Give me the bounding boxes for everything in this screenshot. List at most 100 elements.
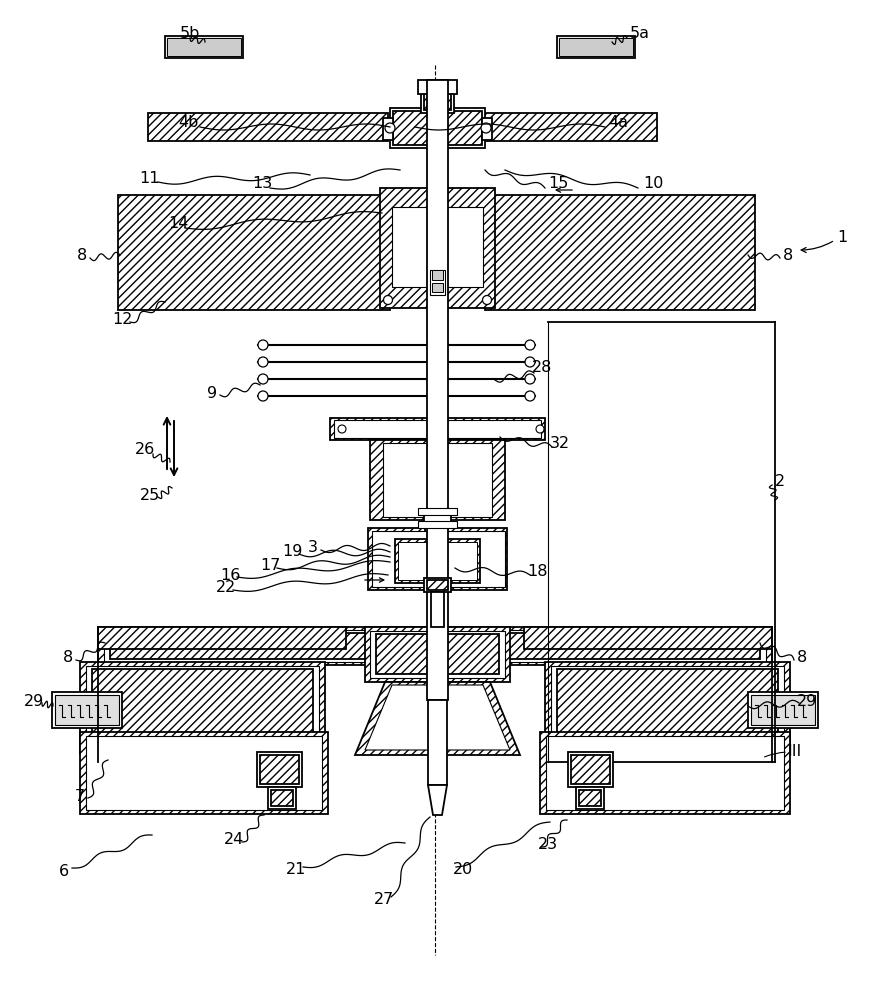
Bar <box>747 692 817 728</box>
Text: 10: 10 <box>642 176 662 191</box>
Text: 5b: 5b <box>180 26 200 41</box>
Bar <box>556 669 777 747</box>
Bar <box>368 528 449 590</box>
Bar <box>428 700 447 785</box>
Bar <box>430 592 443 627</box>
Bar <box>382 443 492 517</box>
Bar <box>148 113 388 141</box>
Bar <box>80 732 328 814</box>
Text: 8: 8 <box>782 247 793 262</box>
Bar <box>329 418 544 440</box>
Bar <box>260 755 299 784</box>
Text: 9: 9 <box>207 385 216 400</box>
Text: 7: 7 <box>75 789 85 804</box>
Text: 8: 8 <box>63 650 73 666</box>
Bar <box>389 108 484 148</box>
Bar <box>380 188 494 308</box>
Bar <box>429 270 444 295</box>
Bar <box>268 787 295 809</box>
Text: 5a: 5a <box>629 26 649 41</box>
Bar <box>365 627 509 682</box>
Text: 2: 2 <box>774 475 784 489</box>
Circle shape <box>482 296 491 304</box>
Circle shape <box>481 123 490 133</box>
Text: III: III <box>787 744 801 760</box>
Text: 4b: 4b <box>177 115 198 130</box>
Text: 24: 24 <box>223 832 244 847</box>
Bar <box>395 539 480 583</box>
Bar <box>579 790 600 806</box>
Bar <box>417 80 456 94</box>
Text: 29: 29 <box>796 694 816 710</box>
Circle shape <box>524 374 534 384</box>
Bar <box>369 440 504 520</box>
Polygon shape <box>365 685 509 750</box>
Bar <box>55 695 119 725</box>
Bar <box>375 634 499 674</box>
Text: 25: 25 <box>140 488 160 502</box>
Text: 12: 12 <box>112 312 132 328</box>
Text: 32: 32 <box>549 436 569 450</box>
Text: 26: 26 <box>135 442 155 458</box>
Polygon shape <box>118 195 389 310</box>
Bar <box>550 666 783 750</box>
Text: 3: 3 <box>308 540 318 556</box>
Bar <box>80 662 325 754</box>
Bar <box>98 627 346 649</box>
Text: 4a: 4a <box>607 115 627 130</box>
Bar <box>427 80 448 700</box>
Bar <box>416 113 656 141</box>
Text: 1: 1 <box>836 230 846 244</box>
Bar <box>52 692 122 728</box>
Bar <box>86 736 322 810</box>
Bar <box>544 662 789 754</box>
Bar <box>575 787 603 809</box>
Bar <box>567 752 613 787</box>
Circle shape <box>535 425 543 433</box>
Bar <box>270 790 293 806</box>
Text: 28: 28 <box>531 360 552 375</box>
Circle shape <box>258 357 268 367</box>
Bar <box>98 627 771 665</box>
Circle shape <box>524 357 534 367</box>
Text: 13: 13 <box>252 176 272 191</box>
Bar <box>421 89 454 113</box>
Text: 15: 15 <box>547 176 567 191</box>
Bar <box>392 207 482 287</box>
Bar <box>104 630 765 662</box>
Text: 29: 29 <box>23 694 44 710</box>
Bar <box>397 542 476 580</box>
Text: 8: 8 <box>76 247 87 262</box>
Polygon shape <box>355 682 520 755</box>
Bar <box>382 118 393 140</box>
Bar <box>427 531 504 587</box>
Bar <box>556 36 634 58</box>
Text: 18: 18 <box>527 564 547 580</box>
Circle shape <box>524 340 534 350</box>
Bar <box>417 521 456 528</box>
Bar <box>559 38 633 56</box>
Text: 22: 22 <box>216 580 235 595</box>
Text: 11: 11 <box>140 171 160 186</box>
Bar <box>334 420 541 438</box>
Text: 27: 27 <box>374 892 394 907</box>
Bar <box>750 695 814 725</box>
Bar <box>86 666 319 750</box>
Text: 14: 14 <box>168 216 188 231</box>
Bar <box>432 270 442 280</box>
Bar <box>481 118 492 140</box>
Polygon shape <box>428 785 447 815</box>
Text: 16: 16 <box>220 568 240 584</box>
Circle shape <box>258 391 268 401</box>
Bar <box>546 736 783 810</box>
Bar <box>417 508 456 515</box>
Bar <box>423 578 450 592</box>
Circle shape <box>338 425 346 433</box>
Text: 6: 6 <box>59 864 69 879</box>
Bar <box>540 732 789 814</box>
Circle shape <box>385 123 395 133</box>
Bar <box>256 752 302 787</box>
Text: 20: 20 <box>453 862 473 877</box>
Bar <box>369 631 504 678</box>
Bar <box>427 580 448 590</box>
